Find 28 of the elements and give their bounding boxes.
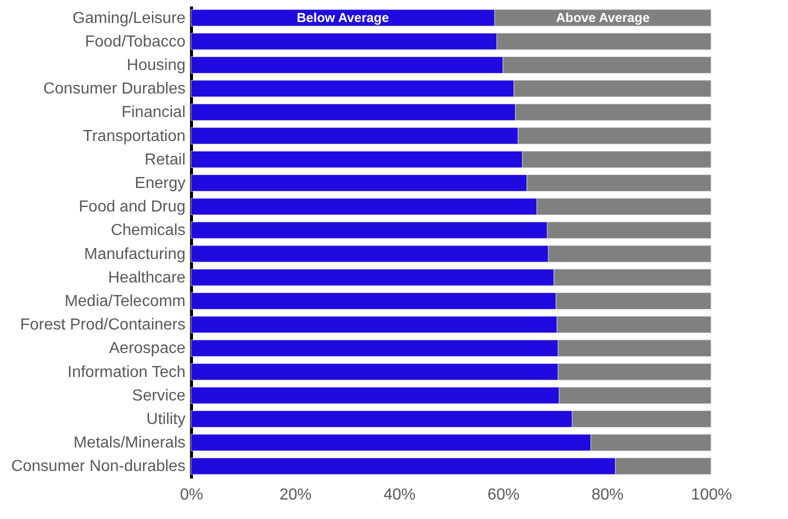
y-tick-label: Media/Telecomm xyxy=(64,293,186,310)
y-tick-label: Energy xyxy=(134,175,186,192)
y-tick-label: Healthcare xyxy=(108,269,186,286)
series-label: Below Average xyxy=(296,10,389,25)
y-tick-label: Metals/Minerals xyxy=(73,434,186,452)
x-tick-label: 20% xyxy=(279,486,312,504)
x-tick-label: 80% xyxy=(591,486,624,504)
y-tick-label: Gaming/Leisure xyxy=(72,10,186,27)
y-tick-label: Aerospace xyxy=(109,340,186,358)
series-label: Above Average xyxy=(556,10,650,25)
y-tick-label: Housing xyxy=(126,57,186,74)
y-tick-label: Consumer Non-durables xyxy=(11,458,186,476)
y-tick-label: Manufacturing xyxy=(84,246,186,263)
y-tick-label: Food and Drug xyxy=(78,198,186,216)
y-tick-label: Food/Tobacco xyxy=(84,33,186,50)
x-tick-label: 100% xyxy=(691,486,732,504)
y-tick-label: Information Tech xyxy=(68,364,186,381)
y-tick-label: Retail xyxy=(144,151,186,168)
y-tick-label: Forest Prod/Containers xyxy=(20,316,186,334)
y-tick-label: Transportation xyxy=(82,128,186,145)
x-tick-label: 0% xyxy=(180,486,204,504)
y-tick-label: Financial xyxy=(121,104,186,122)
y-tick-label: Service xyxy=(132,387,186,404)
y-tick-label: Utility xyxy=(146,411,186,428)
y-tick-label: Consumer Durables xyxy=(43,80,186,98)
y-tick-label: Chemicals xyxy=(110,222,186,240)
x-tick-label: 40% xyxy=(383,486,416,504)
x-tick-label: 60% xyxy=(487,486,520,504)
